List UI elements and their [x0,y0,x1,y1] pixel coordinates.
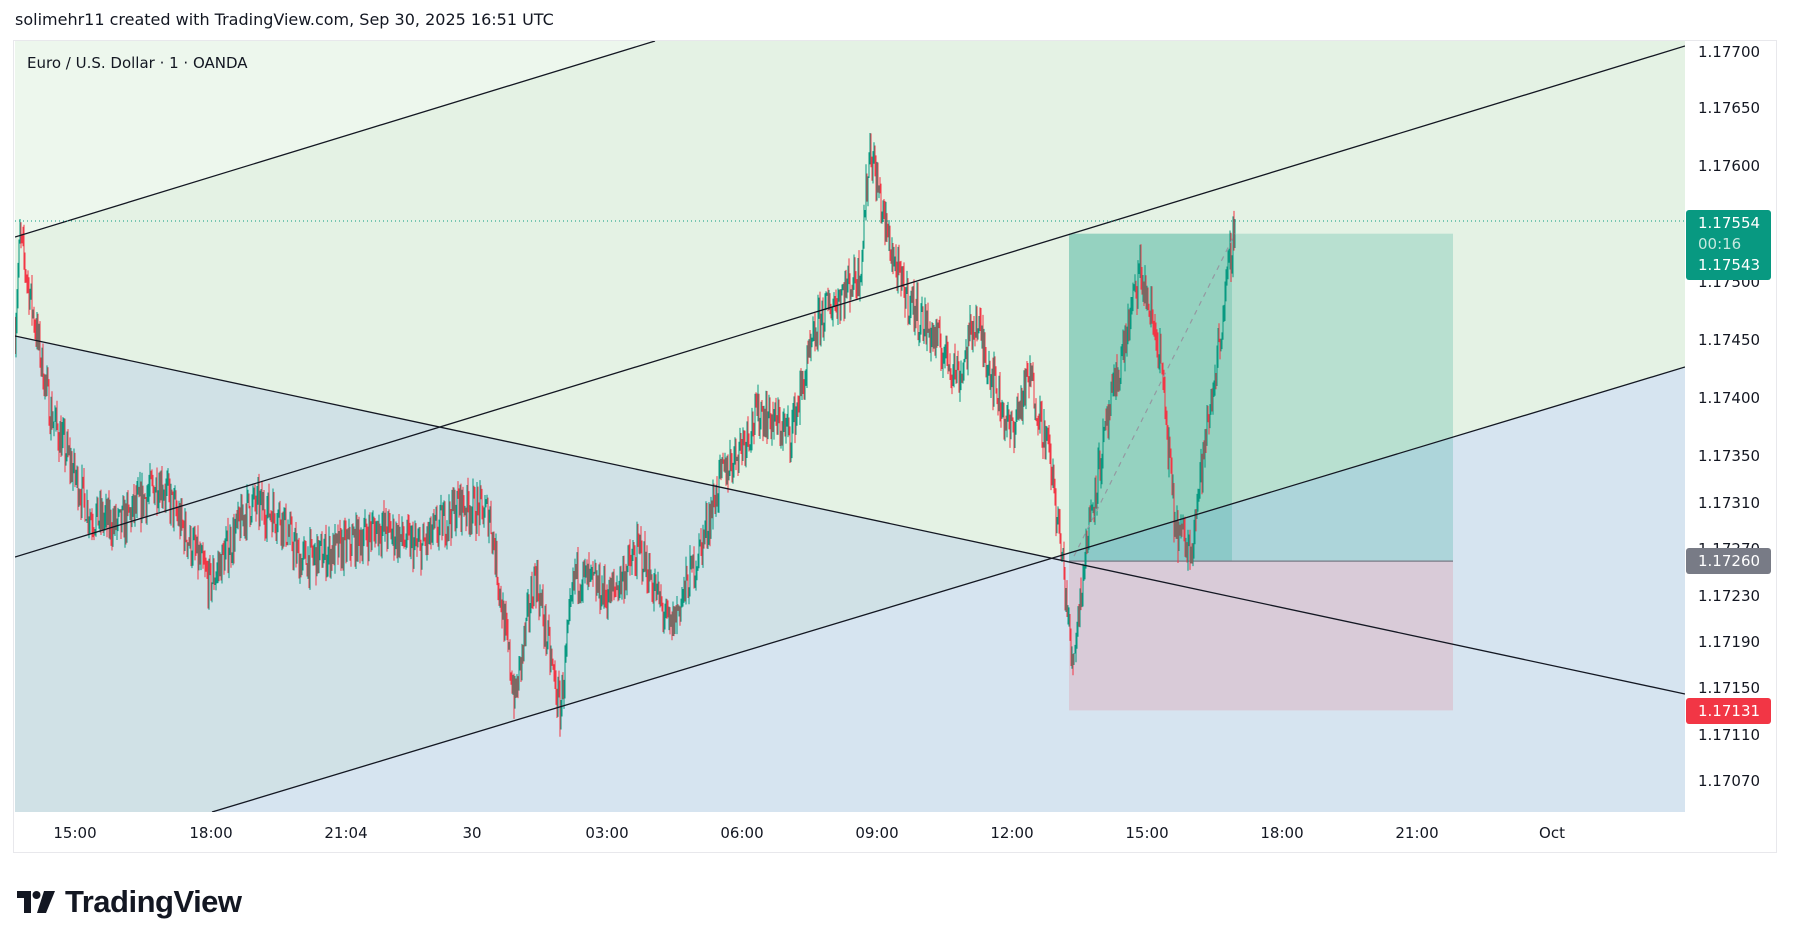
price-tick-label: 1.17230 [1698,587,1761,605]
position-path-line [1073,233,1236,557]
price-tick-label: 1.17310 [1698,494,1761,512]
time-tick-label: 21:04 [324,824,368,842]
last-price-secondary: 1.17543 [1698,256,1761,274]
stop-zone [1069,561,1453,711]
entry-price-tag: 1.17260 [1686,548,1771,574]
price-tick-label: 1.17600 [1698,157,1761,175]
tradingview-logo-text: TradingView [65,884,242,919]
time-tick-label: Oct [1539,824,1565,842]
trendline-channel-upper [15,41,656,238]
chart-canvas[interactable] [15,41,1685,812]
price-tick-label: 1.17650 [1698,99,1761,117]
time-tick-label: 12:00 [990,824,1034,842]
price-tick-label: 1.17110 [1698,726,1761,744]
price-tick-label: 1.17350 [1698,447,1761,465]
blue-channel-zone [15,336,1685,812]
price-tick-label: 1.17190 [1698,633,1761,651]
trendline-descending-line [15,335,1685,695]
time-tick-label: 18:00 [1260,824,1304,842]
time-tick-label: 18:00 [189,824,233,842]
blue-lower-zone [15,367,1685,812]
time-tick-label: 03:00 [585,824,629,842]
chart-plot-area[interactable] [15,41,1685,812]
time-tick-label: 15:00 [53,824,97,842]
trendline-channel-lower [211,366,1685,812]
price-tick-label: 1.17150 [1698,679,1761,697]
time-tick-label: 30 [462,824,482,842]
tradingview-logo[interactable]: TradingView [17,884,242,920]
price-tick-label: 1.17070 [1698,772,1761,790]
price-axis[interactable]: 1.17700 1.17650 1.17600 1.17500 1.17450 1.174… [1685,41,1776,812]
tradingview-logo-icon [17,891,55,913]
last-price-tag: 1.17554 00:16 1.17543 [1686,210,1771,280]
time-tick-label: 09:00 [855,824,899,842]
symbol-title[interactable]: Euro / U.S. Dollar · 1 · OANDA [27,54,248,72]
bar-countdown: 00:16 [1698,235,1742,253]
price-tick-label: 1.17700 [1698,43,1761,61]
stop-price-tag: 1.17131 [1686,698,1771,724]
candles [15,132,1236,737]
trendline-channel-middle [15,45,1685,558]
price-tick-label: 1.17400 [1698,389,1761,407]
time-tick-label: 06:00 [720,824,764,842]
time-tick-label: 21:00 [1395,824,1439,842]
time-tick-label: 15:00 [1125,824,1169,842]
attribution-text: solimehr11 created with TradingView.com,… [15,10,554,29]
price-tick-label: 1.17450 [1698,331,1761,349]
time-axis[interactable]: 15:00 18:00 21:04 30 03:00 06:00 09:00 12:00 15:… [15,812,1685,852]
last-price-value: 1.17554 [1698,214,1761,232]
